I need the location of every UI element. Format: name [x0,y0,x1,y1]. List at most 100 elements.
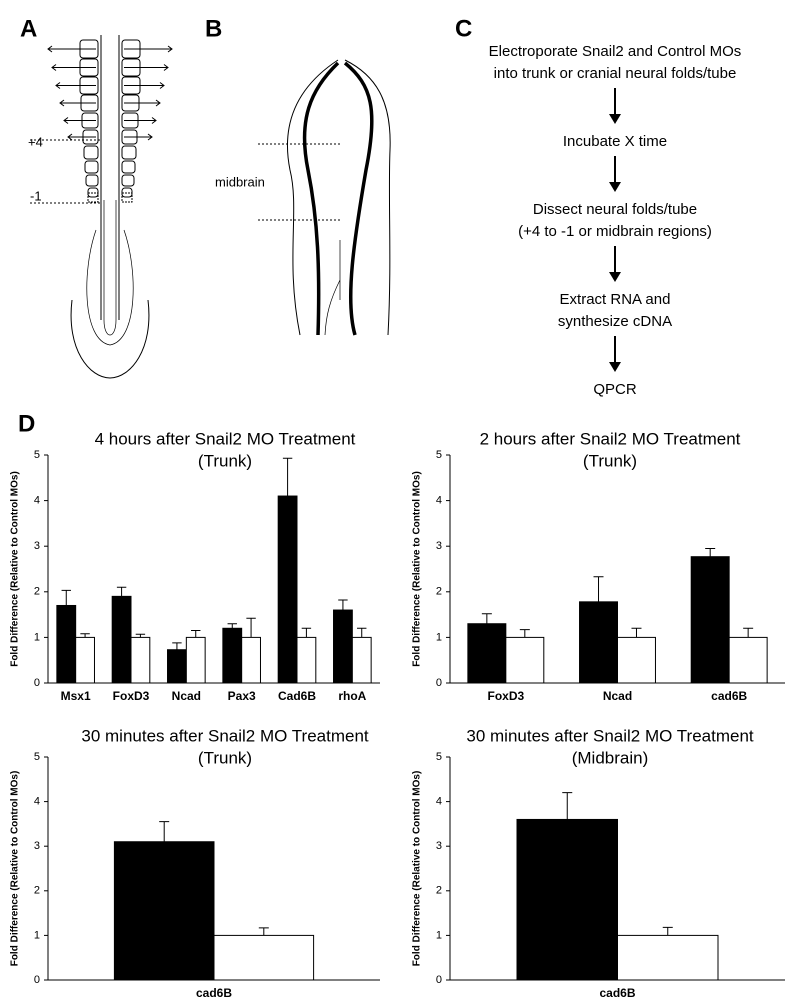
y-tick-label: 5 [436,751,442,763]
bar [75,636,95,684]
step-text: Electroporate Snail2 and Control MOs [489,43,742,60]
chart-subtitle: (Midbrain) [572,748,649,767]
error-bar [743,627,754,638]
bar [241,636,261,684]
error-bar [258,927,269,936]
panel-label: A [20,15,37,42]
error-bar [191,630,201,638]
bar [505,636,545,684]
bar [617,636,656,684]
y-axis-label: Fold Difference (Relative to Control MOs… [412,471,423,667]
y-tick-label: 2 [436,586,442,598]
migration-arrow [51,64,169,71]
embryo-head-diagram [258,59,391,336]
error-bar [338,599,348,611]
bar [56,604,77,684]
region-label: midbrain [215,174,265,189]
error-bar [519,629,530,638]
y-tick-label: 3 [34,840,40,852]
y-tick-label: 3 [436,840,442,852]
y-tick-label: 2 [34,586,40,598]
x-tick-label: FoxD3 [487,689,524,703]
somite-marker: -1 [30,188,42,203]
embryo-tail [70,299,150,379]
y-tick-label: 0 [436,974,442,986]
neural-fold [302,61,340,336]
step-text: QPCR [593,381,637,398]
flow-arrowhead [609,182,621,192]
error-bar [135,633,146,638]
y-tick-label: 4 [436,796,442,808]
notochord [103,200,117,336]
migration-arrow [67,133,153,141]
x-tick-label: rhoA [338,689,366,703]
migration-arrow [59,99,161,107]
bar [185,636,206,684]
y-tick-label: 4 [436,495,442,507]
embryo-trunk-diagram [30,35,173,379]
bar [728,636,768,684]
error-bar [80,633,90,638]
somite [85,174,99,187]
error-bar [481,613,492,624]
y-tick-label: 0 [34,677,40,689]
step-text: Dissect neural folds/tube [533,201,697,218]
step-text: Incubate X time [563,133,667,150]
somite [121,174,135,187]
x-tick-label: Ncad [603,689,632,703]
bar [296,636,317,684]
bar [111,595,132,684]
migration-arrow [63,117,157,124]
y-tick-label: 3 [34,540,40,552]
flow-arrowhead [609,362,621,372]
error-bar [301,627,312,638]
somite [84,160,99,174]
error-bar [705,547,716,557]
flow-arrowhead [609,272,621,282]
y-axis-label: Fold Difference (Relative to Control MOs… [10,471,21,667]
bar [516,818,618,981]
x-tick-label: cad6B [196,986,232,1000]
somite [121,160,136,174]
bar [167,649,187,684]
bar-chart: 4 hours after Snail2 MO Treatment (Trunk)… [10,429,380,703]
x-tick-label: Msx1 [61,689,91,703]
step-text: into trunk or cranial neural folds/tube [494,65,737,82]
outline [286,59,339,336]
step-text: Extract RNA and [560,291,671,308]
error-bar [357,627,367,638]
somite-forming [121,192,133,203]
chart-subtitle: (Trunk) [198,748,252,767]
notochord [324,240,341,336]
chart-title: 30 minutes after Snail2 MO Treatment [466,726,754,745]
y-tick-label: 0 [436,677,442,689]
bar [579,601,618,684]
migration-arrow [55,82,165,89]
bar [690,556,730,684]
y-axis-label: Fold Difference (Relative to Control MOs… [10,771,21,967]
y-tick-label: 1 [34,631,40,643]
bar-chart: 30 minutes after Snail2 MO Treatment (Tru… [10,726,380,1000]
error-bar [227,623,237,629]
chart-subtitle: (Trunk) [198,451,252,470]
y-tick-label: 1 [436,631,442,643]
somite [121,145,137,160]
error-bar [116,586,127,597]
y-tick-label: 1 [436,929,442,941]
step-text: synthesize cDNA [558,313,672,330]
bar [130,636,151,684]
bar-chart: 2 hours after Snail2 MO Treatment (Trunk)… [412,429,785,703]
panel-label: C [455,15,472,42]
y-tick-label: 3 [436,540,442,552]
bar [617,934,719,981]
chart-title: 30 minutes after Snail2 MO Treatment [81,726,369,745]
error-bar [593,576,604,602]
x-tick-label: Ncad [172,689,201,703]
flow-arrowhead [609,114,621,124]
bar [113,841,215,981]
step-text: (+4 to -1 or midbrain regions) [518,223,712,240]
error-bar [662,926,673,936]
chart-subtitle: (Trunk) [583,451,637,470]
y-tick-label: 5 [436,449,442,461]
